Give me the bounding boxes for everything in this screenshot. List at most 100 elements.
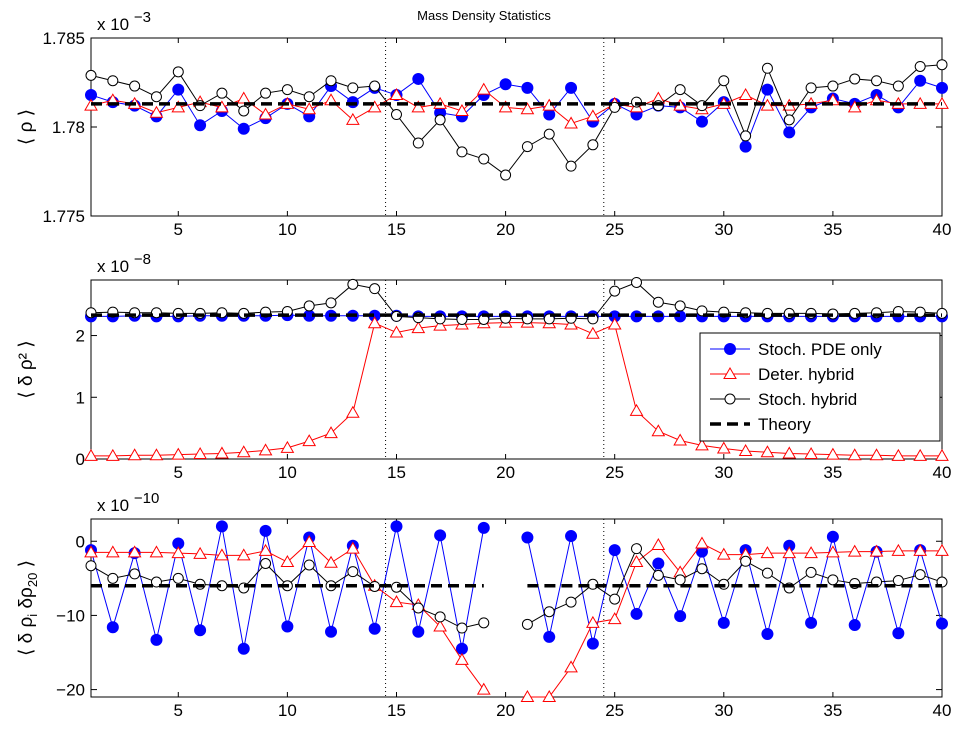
data-point <box>477 521 490 534</box>
data-point <box>827 80 839 92</box>
data-point <box>456 622 468 634</box>
data-point <box>760 445 775 458</box>
x-tick-label: 35 <box>823 701 842 720</box>
data-point <box>543 128 555 140</box>
data-point <box>150 576 162 588</box>
data-point <box>674 574 686 586</box>
data-point <box>85 560 97 572</box>
data-point <box>389 595 404 608</box>
data-point <box>236 445 251 458</box>
data-point <box>847 100 862 113</box>
series-stoch-hybrid <box>85 276 948 326</box>
data-point <box>346 96 359 109</box>
data-point <box>521 141 533 153</box>
data-point <box>455 642 468 655</box>
data-point <box>194 624 207 637</box>
data-point <box>411 100 426 113</box>
data-point <box>521 531 534 544</box>
series-line <box>90 64 943 176</box>
x-tick-label: 15 <box>387 463 406 482</box>
data-point <box>543 606 555 618</box>
data-point <box>433 619 447 632</box>
data-point <box>127 448 142 461</box>
data-point <box>389 325 404 338</box>
data-point <box>608 544 621 557</box>
data-point <box>761 627 774 640</box>
data-point <box>673 433 688 446</box>
legend-box <box>699 332 941 442</box>
data-point <box>631 276 643 288</box>
data-point <box>826 530 839 543</box>
data-point <box>237 642 250 655</box>
data-point <box>347 82 359 94</box>
data-point <box>761 83 774 96</box>
data-point <box>869 544 884 557</box>
legend-entry: Theory <box>710 415 811 434</box>
data-point <box>696 305 708 317</box>
data-point <box>631 543 643 555</box>
x-tick-label: 5 <box>174 220 183 239</box>
axis-exponent: x 10 −10 <box>97 490 159 515</box>
data-point <box>258 107 273 120</box>
x-tick-label: 10 <box>278 701 297 720</box>
series-stoch-pde-only <box>85 72 948 153</box>
data-point <box>171 447 186 460</box>
data-point <box>412 72 425 85</box>
legend-entry: Deter. hybrid <box>710 365 854 384</box>
data-point <box>869 448 884 461</box>
data-point <box>848 619 861 632</box>
data-point <box>150 91 162 103</box>
x-tick-label: 15 <box>387 220 406 239</box>
data-point <box>652 569 664 581</box>
data-point <box>543 108 556 121</box>
legend-marker <box>724 393 736 405</box>
x-tick-label: 10 <box>278 463 297 482</box>
data-point <box>565 530 578 543</box>
data-point <box>847 448 862 461</box>
data-point <box>936 617 948 630</box>
data-point <box>127 545 142 558</box>
data-point <box>804 447 818 460</box>
data-point <box>302 102 317 115</box>
data-point <box>652 296 664 308</box>
data-point <box>826 447 840 460</box>
data-point <box>476 682 491 695</box>
data-point <box>368 622 381 635</box>
legend-marker <box>724 343 736 355</box>
y-tick-label: 2 <box>76 327 85 346</box>
data-point <box>892 80 904 92</box>
data-point <box>456 314 468 326</box>
data-point <box>674 610 687 623</box>
data-point <box>390 109 402 121</box>
data-point <box>390 520 403 533</box>
x-tick-label: 5 <box>174 701 183 720</box>
data-point <box>609 285 621 297</box>
data-point <box>760 546 775 559</box>
data-point <box>871 75 883 87</box>
data-point <box>324 426 338 439</box>
data-point <box>347 566 359 578</box>
data-point <box>695 536 709 549</box>
series-line <box>91 322 942 457</box>
data-point <box>498 100 513 113</box>
legend-label: Stoch. PDE only <box>758 340 882 359</box>
data-point <box>238 105 250 117</box>
data-point <box>150 633 163 646</box>
legend-label: Deter. hybrid <box>758 365 854 384</box>
y-tick-label: 0 <box>76 450 85 469</box>
axes-frame <box>90 279 943 460</box>
data-point <box>586 637 599 650</box>
data-point <box>565 160 577 172</box>
data-point <box>586 326 600 339</box>
data-point <box>105 545 120 558</box>
data-point <box>347 278 359 290</box>
x-tick-label: 25 <box>605 463 624 482</box>
legend-label: Stoch. hybrid <box>758 390 857 409</box>
y-axis-label: ⟨ ρ ⟩ <box>16 109 37 145</box>
x-tick-label: 20 <box>496 220 515 239</box>
data-point <box>609 101 621 113</box>
data-point <box>892 627 905 640</box>
series-stoch-hybrid <box>85 59 948 181</box>
x-tick-label: 10 <box>278 220 297 239</box>
